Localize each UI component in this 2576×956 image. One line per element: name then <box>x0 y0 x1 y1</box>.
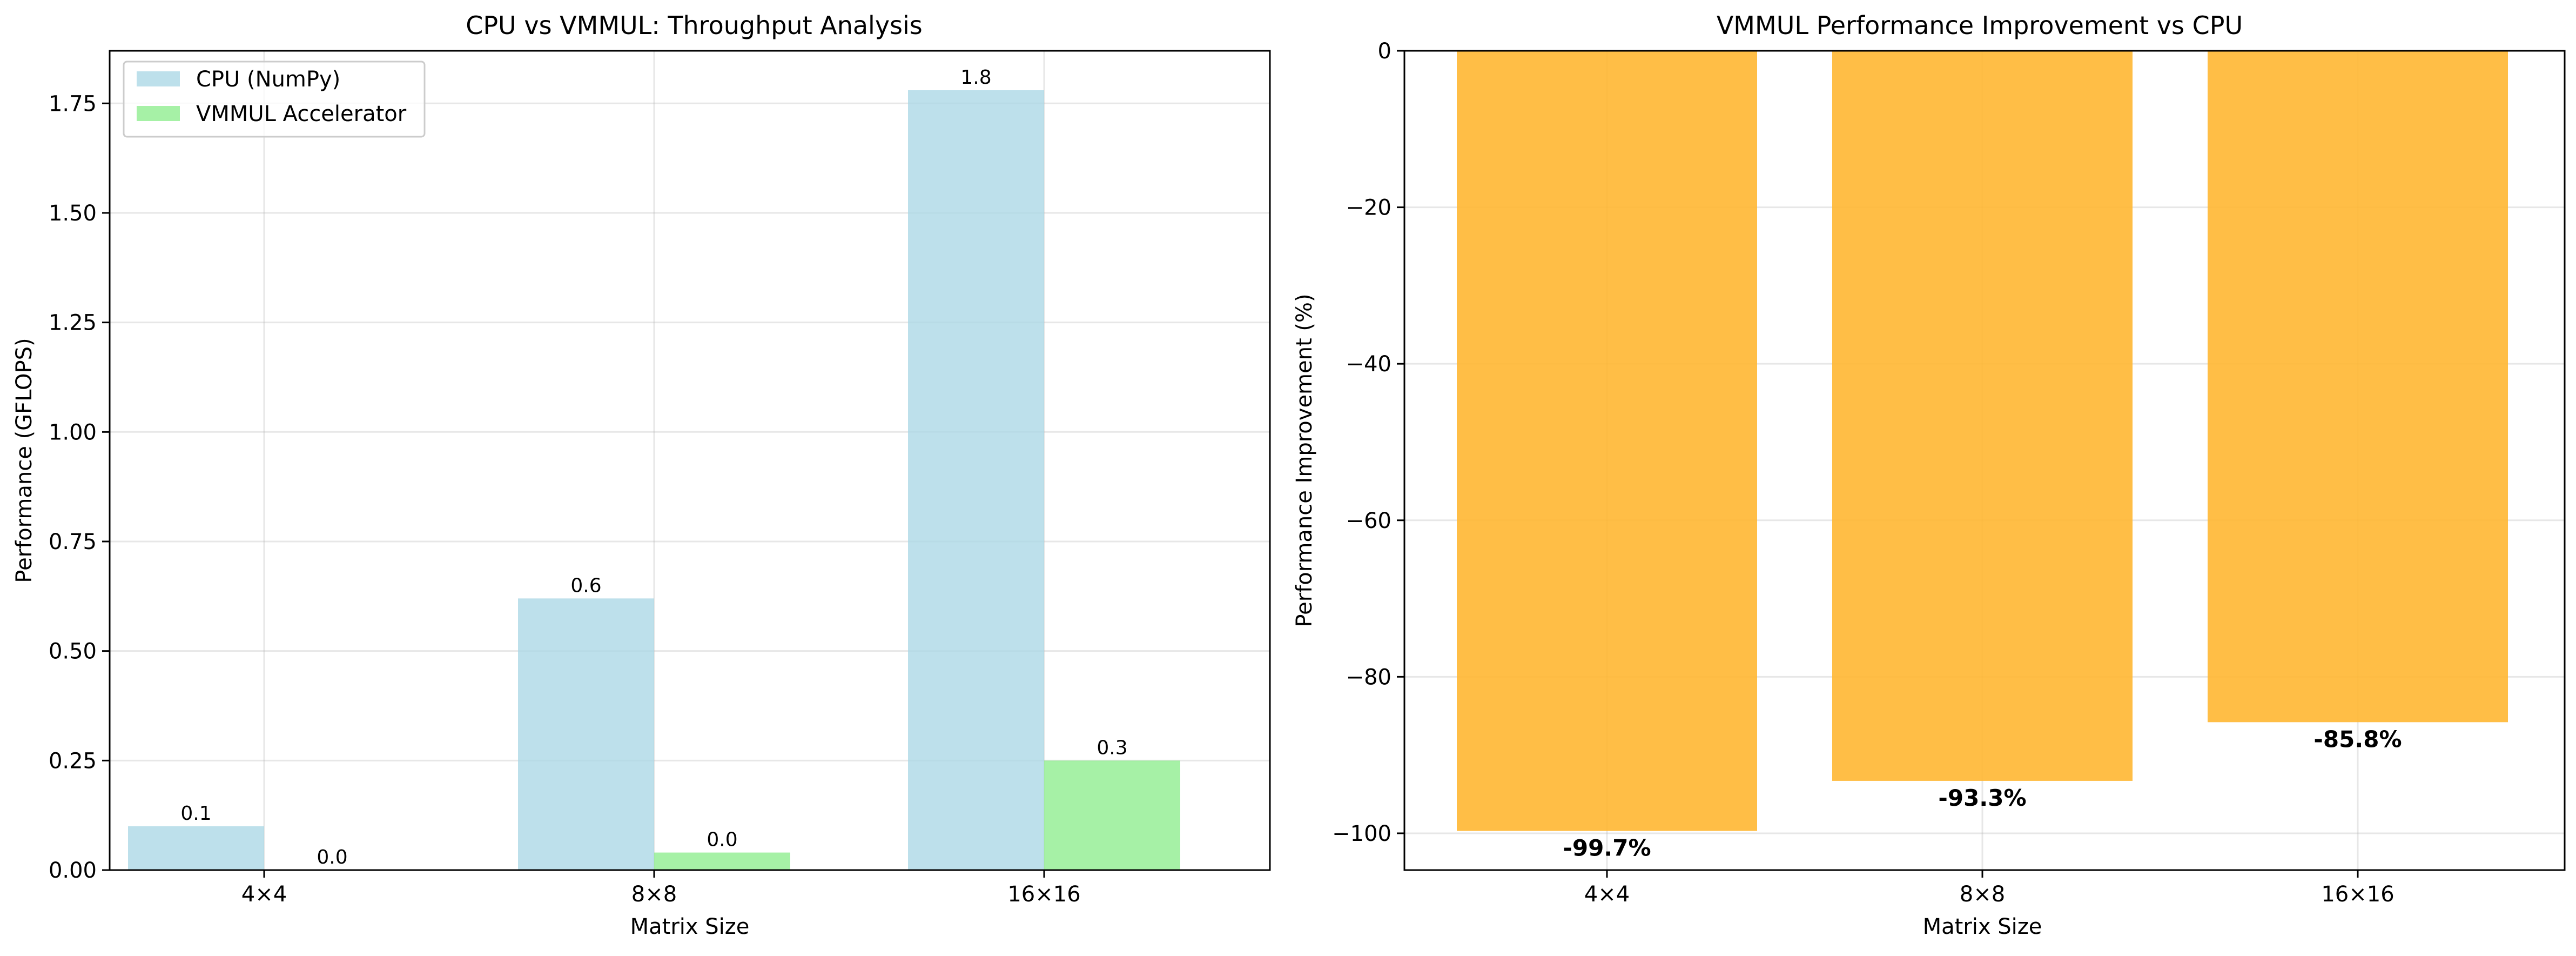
data-label: 1.8 <box>960 66 991 89</box>
x-axis-label: Matrix Size <box>630 914 750 939</box>
y-tick-label: 0.00 <box>49 858 97 883</box>
y-tick-label: −40 <box>1346 352 1391 377</box>
y-tick-label: 1.50 <box>49 201 97 226</box>
plot-frame <box>109 50 1271 871</box>
legend-swatch-cpu <box>137 71 180 86</box>
bars <box>128 90 1180 871</box>
data-label: 0.3 <box>1097 737 1127 759</box>
data-label: 0.0 <box>707 829 737 851</box>
grid <box>110 51 1270 871</box>
legend-label-cpu: CPU (NumPy) <box>196 67 340 92</box>
x-tick-label: 16×16 <box>2321 882 2394 907</box>
x-tick-label: 4×4 <box>1584 882 1630 907</box>
y-axis-label: Performance Improvement (%) <box>1292 293 1317 627</box>
y-tick-label: 0.25 <box>49 748 97 773</box>
y-tick-label: −20 <box>1346 196 1391 220</box>
y-tick-label: 0.50 <box>49 639 97 664</box>
x-tick-label: 8×8 <box>1960 882 2005 907</box>
y-tick-label: 1.00 <box>49 420 97 445</box>
data-label: -99.7% <box>1563 835 1651 861</box>
y-tick-label: −80 <box>1346 665 1391 690</box>
data-label: 0.6 <box>570 574 601 597</box>
x-tick-label: 16×16 <box>1007 882 1080 907</box>
bar-cpu <box>908 90 1044 871</box>
y-tick-label: −60 <box>1346 509 1391 533</box>
data-labels: 0.1 0.6 1.8 0.0 0.0 0.3 <box>180 66 1127 868</box>
legend-label-vmmul: VMMUL Accelerator <box>196 102 407 126</box>
y-tick-label: 1.75 <box>49 91 97 116</box>
x-tick-label: 8×8 <box>631 882 677 907</box>
bar-improvement <box>1832 51 2133 781</box>
data-label: -93.3% <box>1938 785 2026 811</box>
data-labels: -99.7% -93.3% -85.8% <box>1563 726 2402 861</box>
legend-box <box>123 61 426 138</box>
throughput-chart: CPU vs VMMUL: Throughput Analysis 0.1 0.6… <box>12 11 1271 939</box>
y-axis-label: Performance (GFLOPS) <box>12 338 37 583</box>
legend-swatch-vmmul <box>137 106 180 121</box>
data-label: -85.8% <box>2313 726 2402 752</box>
bar-improvement <box>1457 51 1757 831</box>
chart-title: VMMUL Performance Improvement vs CPU <box>1717 11 2243 40</box>
y-tick-label: 0.75 <box>49 530 97 554</box>
bar-cpu <box>518 598 654 870</box>
axes: −100 −80 −60 −40 −20 0 4×4 8×8 16×16 <box>1332 39 2395 907</box>
bars <box>1457 51 2508 831</box>
bar-vmmul <box>654 852 790 870</box>
x-axis-label: Matrix Size <box>1923 914 2042 939</box>
data-label: 0.1 <box>180 803 211 825</box>
data-label: 0.0 <box>317 846 347 868</box>
y-tick-label: 0 <box>1378 39 1391 64</box>
x-tick-label: 4×4 <box>241 882 287 907</box>
y-tick-label: 1.25 <box>49 311 97 336</box>
axes: 0.00 0.25 0.50 0.75 1.00 1.25 1.50 1.75 4×4 8×8 16… <box>49 91 1081 907</box>
plot-frame <box>1403 50 2566 871</box>
bar-cpu <box>128 826 264 870</box>
legend: CPU (NumPy) VMMUL Accelerator <box>123 61 426 138</box>
improvement-chart: VMMUL Performance Improvement vs CPU -99… <box>1292 11 2566 939</box>
y-tick-label: −100 <box>1332 821 1391 846</box>
bar-improvement <box>2208 51 2508 723</box>
chart-title: CPU vs VMMUL: Throughput Analysis <box>466 11 923 40</box>
bar-vmmul <box>1044 760 1180 870</box>
